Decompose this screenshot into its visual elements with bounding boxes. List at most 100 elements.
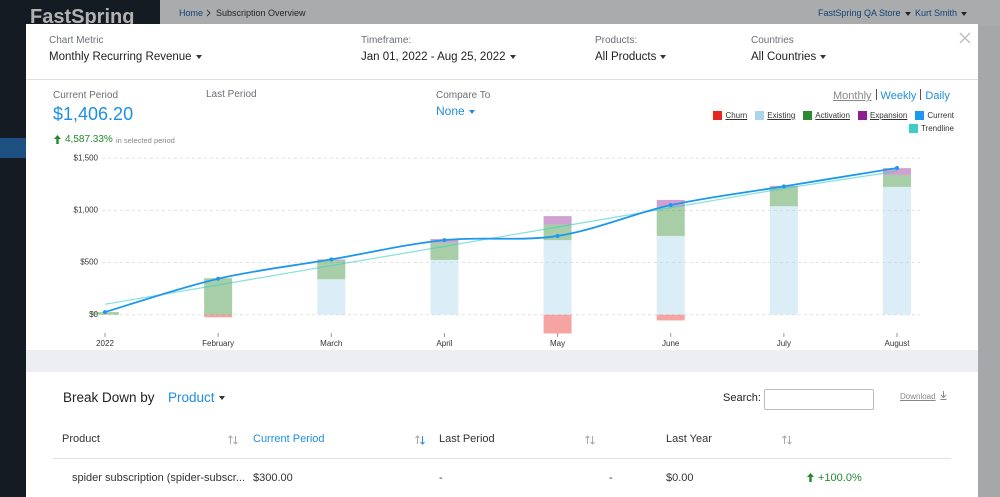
modal [26,24,978,497]
trend-line [104,170,898,305]
x-tick-label: April [436,339,452,348]
divider [26,79,978,80]
change-value: 4,587.33% [65,134,113,145]
interval-link[interactable]: Monthly [833,90,872,102]
point [216,276,221,281]
column-header[interactable]: Current Period [253,433,325,445]
y-tick-label: $0 [89,310,98,319]
sort-icon[interactable] [782,435,792,445]
filter-label: Countries [751,35,794,46]
legend-swatch [908,124,918,133]
bar [656,235,685,315]
up-arrow [807,473,814,482]
download-icon [940,391,947,400]
legend-label: Existing [767,111,796,120]
separator [920,89,922,100]
point [781,184,786,189]
bar [883,174,911,187]
y-tick-label: $1,000 [74,205,99,214]
bar [204,314,233,318]
x-tick-label: March [320,339,342,348]
filter-label: Products: [595,35,638,46]
bar [543,216,572,225]
column-header[interactable]: Product [62,433,100,445]
bar [769,206,798,315]
legend-swatch [915,111,925,120]
legend-item[interactable]: Expansion [857,111,908,120]
legend-swatch [713,111,723,120]
legend: Churn Existing Activation Expansion Current T… [690,111,954,133]
sidebar-active [0,138,26,158]
cell: $0.00 [666,472,694,484]
sort-icon[interactable] [585,435,595,445]
legend-item[interactable]: Existing [755,111,795,120]
breadcrumb-chevron [206,9,211,17]
sort-icon[interactable] [228,435,238,445]
download-link[interactable]: Download [900,392,936,401]
filter-dropdown[interactable]: All Countries [751,51,826,63]
x-tick-label: August [885,339,911,348]
breadcrumb-current: Subscription Overview [216,8,306,18]
current-value: $1,406.20 [53,104,134,124]
breakdown-title: Break Down by [63,390,155,405]
separator [875,89,877,100]
cell: +100.0% [818,472,862,484]
search-input[interactable] [764,389,874,410]
x-tick-label: July [777,339,791,348]
filter-label: Timeframe: [361,35,412,46]
sort-icon[interactable] [415,435,425,445]
close-button[interactable] [959,32,971,44]
current-label: Current Period [53,90,119,101]
breadcrumb-link[interactable]: Home [179,8,204,18]
logo: FastSpring [30,6,135,28]
user-menu[interactable]: Kurt Smith [915,8,967,18]
up-arrow [54,135,61,144]
column-header[interactable]: Last Year [666,433,712,445]
bar [543,314,572,334]
cell: $300.00 [253,472,293,484]
current-line [104,167,898,313]
compare-dropdown[interactable]: None [436,104,475,118]
interval-link[interactable]: Weekly [880,90,917,102]
bar [883,186,911,315]
chart: $0 $500 $1,000 $1,500 2022 February March April… [74,153,920,348]
y-tick-label: $1,500 [74,153,99,162]
point [668,203,673,208]
bar [317,260,346,280]
column-header[interactable]: Last Period [439,433,495,445]
legend-label: Churn [725,111,748,120]
filter-label: Chart Metric [49,35,104,46]
legend-label: Trendline [920,124,954,133]
legend-item[interactable]: Activation [803,111,850,120]
filter-dropdown[interactable]: Jan 01, 2022 - Aug 25, 2022 [361,51,516,63]
legend-label: Current [927,111,954,120]
interval-link[interactable]: Daily [925,90,950,102]
legend-label: Activation [815,111,850,120]
y-tick-label: $500 [80,258,98,267]
point [329,257,334,262]
cell: spider subscription (spider-subscr... [72,472,246,484]
point [895,166,899,171]
x-tick-label: February [202,339,234,348]
legend-label: Expansion [869,111,908,120]
bar [430,259,459,315]
interval-switch: Monthly Weekly Daily [833,89,950,102]
breakdown-dropdown[interactable]: Product [168,390,225,405]
legend-item[interactable]: Churn [713,111,747,120]
change-note: in selected period [116,136,175,145]
bar [656,314,685,321]
legend-swatch [755,111,765,120]
bar [769,186,798,207]
filter-dropdown[interactable]: All Products [595,51,666,63]
legend-swatch [803,111,813,120]
filter-dropdown[interactable]: Monthly Recurring Revenue [49,51,202,63]
bar [317,279,346,315]
store-menu[interactable]: FastSpring QA Store [818,8,911,18]
section-gap [26,350,978,372]
legend-item[interactable]: Trendline [908,124,954,133]
search-label: Search: [723,392,761,404]
legend-item[interactable]: Current [915,111,954,120]
divider [53,458,951,459]
point [442,238,447,243]
legend-swatch [857,111,867,120]
